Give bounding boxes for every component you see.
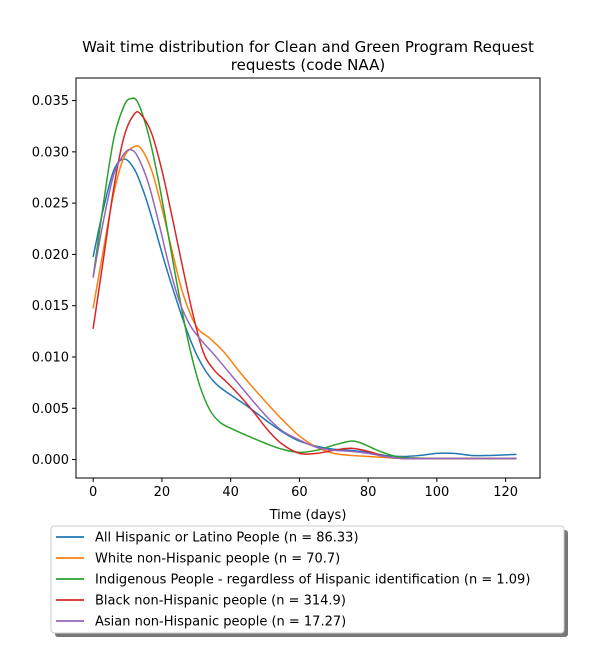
y-tick-label: 0.020: [32, 248, 69, 263]
x-axis: 0 20 40 60 80 100 120: [89, 478, 518, 500]
y-tick-label: 0.005: [32, 402, 69, 417]
series-line-3: [92, 97, 517, 460]
series-lines: [92, 97, 517, 460]
y-tick-label: 0.010: [32, 350, 69, 365]
chart-title-line-1: Wait time distribution for Clean and Gre…: [82, 38, 534, 56]
series-line-4: [92, 111, 517, 460]
y-tick-label: 0.000: [32, 453, 69, 468]
legend: All Hispanic or Latino People (n = 86.33…: [50, 525, 568, 637]
y-axis: 0.000 0.005 0.010 0.015 0.020 0.025 0.030 0.035: [32, 94, 76, 468]
x-tick-label: 100: [424, 485, 449, 500]
chart-title-line-2: requests (code NAA): [231, 56, 385, 74]
y-tick-label: 0.030: [32, 145, 69, 160]
series-line-2: [92, 144, 517, 460]
legend-items: All Hispanic or Latino People (n = 86.33…: [56, 531, 530, 630]
legend-label: Indigenous People - regardless of Hispan…: [95, 573, 530, 588]
x-tick-label: 60: [291, 485, 308, 500]
x-tick-label: 0: [89, 485, 97, 500]
x-tick-label: 120: [493, 485, 518, 500]
legend-label: White non-Hispanic people (n = 70.7): [95, 552, 340, 567]
x-axis-title: Time (days): [269, 508, 347, 523]
x-tick-label: 80: [360, 485, 377, 500]
x-tick-label: 40: [222, 485, 239, 500]
y-tick-label: 0.035: [32, 94, 69, 109]
y-tick-label: 0.025: [32, 197, 69, 212]
series-line-1: [92, 158, 517, 458]
plot-frame: [75, 77, 541, 479]
legend-label: All Hispanic or Latino People (n = 86.33…: [95, 531, 359, 546]
x-tick-label: 20: [154, 485, 171, 500]
series-line-5: [92, 148, 517, 460]
plot-area: [76, 78, 540, 478]
y-tick-label: 0.015: [32, 299, 69, 314]
legend-box: [50, 525, 565, 634]
legend-label: Asian non-Hispanic people (n = 17.27): [95, 615, 346, 630]
legend-label: Black non-Hispanic people (n = 314.9): [95, 594, 346, 609]
